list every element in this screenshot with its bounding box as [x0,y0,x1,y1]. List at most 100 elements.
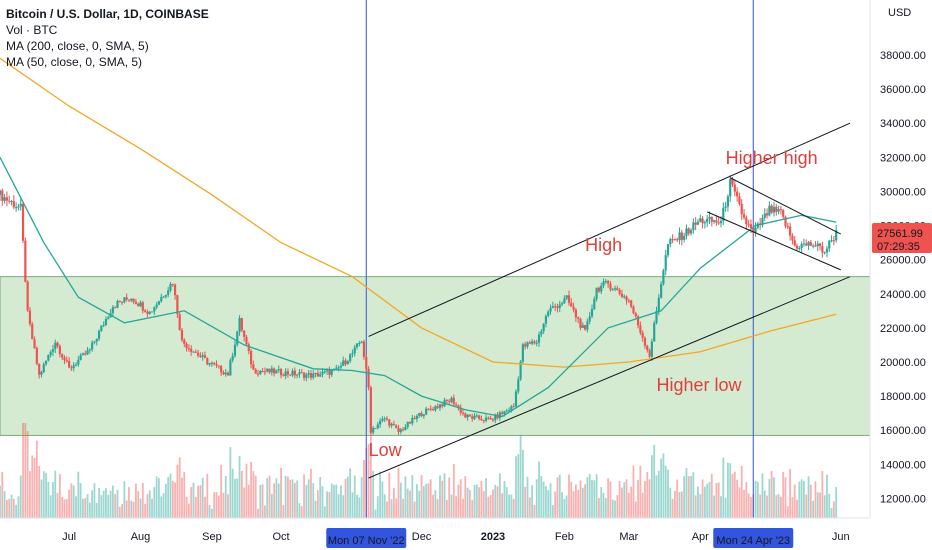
volume-bar [358,497,361,518]
volume-bar [167,477,170,518]
volume-bar [328,491,331,518]
volume-bar [457,484,460,518]
candle-body [24,240,27,282]
candle-body [835,230,838,241]
candle-body [411,418,414,424]
volume-bar [413,501,416,518]
annotation-high: High [585,235,622,255]
candle-body [240,318,243,331]
candle-body [554,306,557,308]
candle-body [468,414,472,417]
candle-body [537,334,541,343]
candle-body [385,418,389,420]
volume-bar [121,503,123,518]
volume-bar [82,498,84,518]
time-tick-label: Jun [832,531,850,543]
volume-bar [439,475,441,518]
candle-body [549,308,552,312]
volume-bar [687,476,690,518]
volume-bar [118,506,121,518]
volume-bar [111,485,114,518]
volume-bar [224,475,227,518]
volume-bar [676,479,679,518]
volume-bar [139,498,142,518]
volume-bar [386,501,388,518]
volume-bar [422,486,425,518]
candle-body [694,222,697,225]
volume-bar [531,485,534,518]
candle-body [551,306,554,309]
candle-body [761,217,764,225]
candle-body [600,285,603,292]
candle-body [683,235,686,240]
volume-bar [828,493,831,518]
volume-bar [284,475,287,518]
volume-bar [816,492,819,518]
candle-body [19,203,22,207]
price-axis-bg [870,0,932,550]
candle-body [434,406,437,411]
price-badge [872,222,932,253]
candle-body [217,365,220,367]
volume-bar [706,483,709,518]
volume-bar [277,483,280,518]
volume-bar [538,461,540,518]
volume-bar [609,481,612,518]
candle-body [427,408,430,410]
date-marker-badge [713,528,794,548]
candle-body [372,428,375,433]
volume-bar [47,481,50,518]
candle-body [268,368,271,373]
candle-body [828,240,831,249]
volume-bar [703,486,706,518]
volume-bar [3,491,6,518]
candle-body [100,325,103,331]
volume-bar [618,481,621,518]
candle-body [807,242,810,246]
candle-body [362,341,366,357]
candle-body [491,419,495,421]
candle-body [812,245,815,247]
candle-body [498,412,501,419]
candle-body [203,355,207,358]
candle-body [97,330,101,339]
volume-bar [268,475,271,518]
candle-body [673,239,677,241]
price-tick-label: 38000.00 [880,50,926,62]
candle-body [252,364,255,370]
candle-body [406,421,409,427]
time-tick-label: Feb [555,531,574,543]
volume-bar [402,498,405,518]
candle-body [501,412,504,414]
volume-bar [664,465,667,518]
volume-bar [158,477,160,518]
candle-body [153,307,156,312]
candle-body [777,209,780,212]
volume-bar [61,496,64,518]
candle-body [346,361,349,365]
volume-bar [756,481,759,518]
volume-bar [187,503,190,518]
volume-bar [710,474,713,518]
volume-bar [305,485,308,518]
candle-body [300,372,303,374]
volume-bar [727,462,729,518]
volume-bar [823,495,826,518]
volume-bar [86,494,89,518]
candle-body [415,415,419,420]
candle-body [111,307,114,314]
candle-body [574,309,577,318]
candle-body [581,325,584,328]
candle-body [565,295,568,299]
price-tick-label: 14000.00 [880,459,926,471]
volume-bar [68,489,71,518]
volume-bar [183,471,186,518]
candle-body [457,405,460,408]
candle-body [388,419,391,426]
volume-bar [773,477,775,518]
volume-bar [630,486,633,518]
time-tick-label: Sep [202,531,222,543]
candle-body [70,367,73,369]
candle-body [167,290,170,295]
